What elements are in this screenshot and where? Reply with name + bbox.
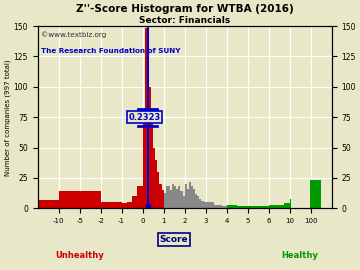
Bar xyxy=(237,206,248,208)
Title: Z''-Score Histogram for WTBA (2016): Z''-Score Histogram for WTBA (2016) xyxy=(76,4,293,14)
Bar xyxy=(170,190,172,208)
Y-axis label: Number of companies (997 total): Number of companies (997 total) xyxy=(4,59,11,176)
Bar xyxy=(101,202,122,208)
Bar xyxy=(176,189,178,208)
Bar xyxy=(227,205,237,208)
Bar xyxy=(206,202,210,208)
Bar xyxy=(166,187,168,208)
Bar xyxy=(258,206,269,208)
Bar xyxy=(222,206,227,208)
Bar xyxy=(185,184,187,208)
Text: The Research Foundation of SUNY: The Research Foundation of SUNY xyxy=(41,48,180,54)
Bar xyxy=(183,196,185,208)
Bar xyxy=(159,184,162,208)
Bar xyxy=(174,187,176,208)
Bar xyxy=(202,201,203,208)
Bar xyxy=(149,87,151,208)
Bar xyxy=(199,199,202,208)
Bar xyxy=(180,191,183,208)
Bar xyxy=(195,194,197,208)
Bar xyxy=(178,187,180,208)
Bar xyxy=(290,199,291,208)
Bar xyxy=(138,187,143,208)
Bar xyxy=(274,205,279,208)
Bar xyxy=(189,182,191,208)
Bar xyxy=(284,204,289,208)
Bar xyxy=(145,29,147,208)
Bar xyxy=(187,189,189,208)
Bar xyxy=(162,190,164,208)
Bar xyxy=(132,196,138,208)
Bar xyxy=(80,191,101,208)
Bar xyxy=(157,172,159,208)
Bar xyxy=(151,123,153,208)
Bar xyxy=(214,205,218,208)
Bar xyxy=(147,63,149,208)
Bar xyxy=(310,180,321,208)
Bar xyxy=(122,204,127,208)
Bar xyxy=(127,202,132,208)
Bar xyxy=(172,184,174,208)
Bar xyxy=(155,160,157,208)
Bar xyxy=(279,205,284,208)
Bar xyxy=(168,187,170,208)
Bar xyxy=(218,205,222,208)
Text: ©www.textbiz.org: ©www.textbiz.org xyxy=(41,32,106,38)
Bar xyxy=(38,200,59,208)
Bar xyxy=(143,111,145,208)
Bar xyxy=(164,193,166,208)
Bar xyxy=(197,196,199,208)
Bar xyxy=(191,187,193,208)
Text: 0.2323: 0.2323 xyxy=(128,113,161,122)
Bar xyxy=(289,154,290,208)
Bar xyxy=(248,206,258,208)
Text: Healthy: Healthy xyxy=(282,251,319,260)
Bar xyxy=(269,205,274,208)
Bar xyxy=(193,189,195,208)
Text: Sector: Financials: Sector: Financials xyxy=(139,16,230,25)
Text: Score: Score xyxy=(160,235,188,244)
Text: Unhealthy: Unhealthy xyxy=(55,251,104,260)
Bar xyxy=(153,148,155,208)
Bar xyxy=(59,191,80,208)
Bar xyxy=(203,202,206,208)
Bar xyxy=(210,202,214,208)
